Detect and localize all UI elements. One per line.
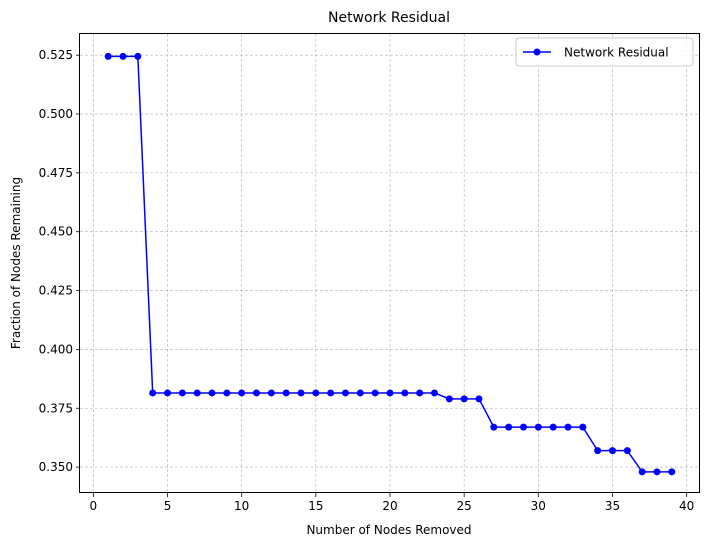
x-tick-label: 5 <box>164 499 172 513</box>
x-axis-label: Number of Nodes Removed <box>306 523 471 537</box>
y-tick-label: 0.350 <box>39 460 73 474</box>
y-tick-label: 0.425 <box>39 284 73 298</box>
data-point <box>119 52 127 60</box>
chart-title: Network Residual <box>328 10 450 26</box>
data-point <box>178 389 186 397</box>
x-tick-label: 30 <box>531 499 546 513</box>
data-point <box>253 389 261 397</box>
y-tick-label: 0.375 <box>39 401 73 415</box>
data-point <box>386 389 394 397</box>
data-point <box>208 389 216 397</box>
x-tick-label: 0 <box>90 499 98 513</box>
data-point <box>668 468 676 476</box>
data-point <box>297 389 305 397</box>
x-tick-label: 15 <box>308 499 323 513</box>
y-axis-ticks: 0.350 0.375 0.400 0.425 0.450 0.475 0.500 0.525 <box>39 48 80 474</box>
data-point <box>356 389 364 397</box>
x-tick-label: 35 <box>605 499 620 513</box>
data-point <box>164 389 172 397</box>
x-tick-label: 25 <box>457 499 472 513</box>
data-point <box>134 52 142 60</box>
data-point <box>579 423 587 431</box>
y-tick-label: 0.400 <box>39 342 73 356</box>
data-point <box>267 389 275 397</box>
data-point <box>342 389 350 397</box>
data-point <box>608 447 616 455</box>
plot-frame <box>79 33 700 493</box>
data-point <box>460 395 468 403</box>
x-tick-label: 10 <box>234 499 249 513</box>
data-point <box>594 447 602 455</box>
y-tick-label: 0.500 <box>39 107 73 121</box>
x-tick-label: 20 <box>382 499 397 513</box>
data-point <box>623 447 631 455</box>
x-axis-ticks: 0 5 10 15 20 25 30 35 40 <box>90 493 694 513</box>
data-point <box>430 389 438 397</box>
data-point <box>312 389 320 397</box>
data-point <box>505 423 513 431</box>
legend-marker-sample <box>533 48 541 56</box>
data-point <box>327 389 335 397</box>
legend-label: Network Residual <box>564 46 669 60</box>
data-point <box>549 423 557 431</box>
data-point <box>519 423 527 431</box>
data-point <box>149 389 157 397</box>
data-point <box>653 468 661 476</box>
legend-box <box>515 37 694 67</box>
y-axis-label: Fraction of Nodes Remaining <box>9 177 23 349</box>
data-point <box>564 423 572 431</box>
legend: Network Residual <box>515 37 694 67</box>
data-point <box>445 395 453 403</box>
data-point <box>282 389 290 397</box>
data-point <box>401 389 409 397</box>
data-point <box>104 52 112 60</box>
data-point <box>371 389 379 397</box>
data-point <box>193 389 201 397</box>
y-tick-label: 0.450 <box>39 225 73 239</box>
data-point <box>416 389 424 397</box>
grid-lines <box>80 34 700 493</box>
data-point <box>238 389 246 397</box>
data-point <box>490 423 498 431</box>
series-network-residual <box>104 52 676 476</box>
data-point <box>534 423 542 431</box>
x-tick-label: 40 <box>679 499 694 513</box>
data-point <box>223 389 231 397</box>
data-point <box>638 468 646 476</box>
y-tick-label: 0.525 <box>39 48 73 62</box>
y-tick-label: 0.475 <box>39 166 73 180</box>
data-point <box>475 395 483 403</box>
